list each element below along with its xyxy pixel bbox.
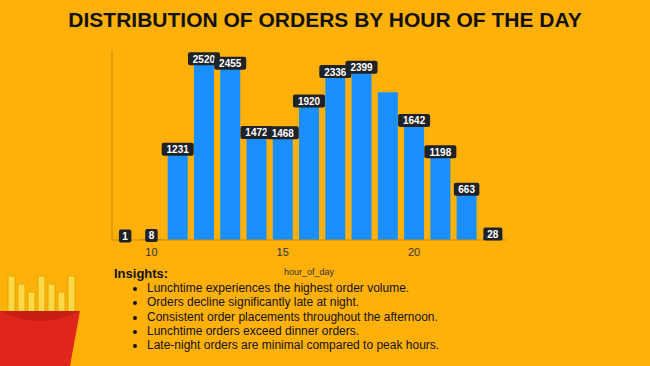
svg-text:2455: 2455 [219, 58, 242, 69]
svg-text:hour_of_day: hour_of_day [284, 267, 335, 277]
html-text:Orders decline significantly l: Orders decline significantly late at nig… [147, 295, 360, 310]
svg-text:1198: 1198 [430, 147, 452, 158]
svg-text:15: 15 [277, 246, 289, 258]
svg-text:2336: 2336 [324, 67, 347, 78]
svg-text:1642: 1642 [403, 115, 426, 126]
html-text:Late-night orders are minimal: Late-night orders are minimal compared t… [147, 338, 440, 353]
svg-text:10: 10 [145, 246, 157, 258]
svg-text:1: 1 [122, 231, 128, 242]
svg-text:1472: 1472 [245, 127, 268, 138]
html-text:DISTRIBUTION OF ORDERS BY HOUR: DISTRIBUTION OF ORDERS BY HOUR OF THE DA… [68, 8, 582, 31]
svg-text:1468: 1468 [272, 128, 295, 139]
svg-text:28: 28 [487, 229, 499, 240]
html-text:Lunchtime experiences the high: Lunchtime experiences the highest order … [147, 281, 410, 295]
svg-text:2399: 2399 [350, 62, 373, 73]
html-text:Insights:: Insights: [114, 266, 169, 281]
svg-text:20: 20 [408, 246, 420, 258]
html-text:Lunchtime orders exceed dinner: Lunchtime orders exceed dinner orders. [147, 323, 360, 338]
svg-text:2520: 2520 [193, 54, 216, 65]
svg-text:8: 8 [149, 230, 155, 241]
svg-text:663: 663 [458, 184, 475, 195]
svg-text:1920: 1920 [298, 96, 321, 107]
html-text:Consistent order placements th: Consistent order placements throughout t… [147, 309, 438, 324]
svg-text:1231: 1231 [167, 144, 190, 155]
